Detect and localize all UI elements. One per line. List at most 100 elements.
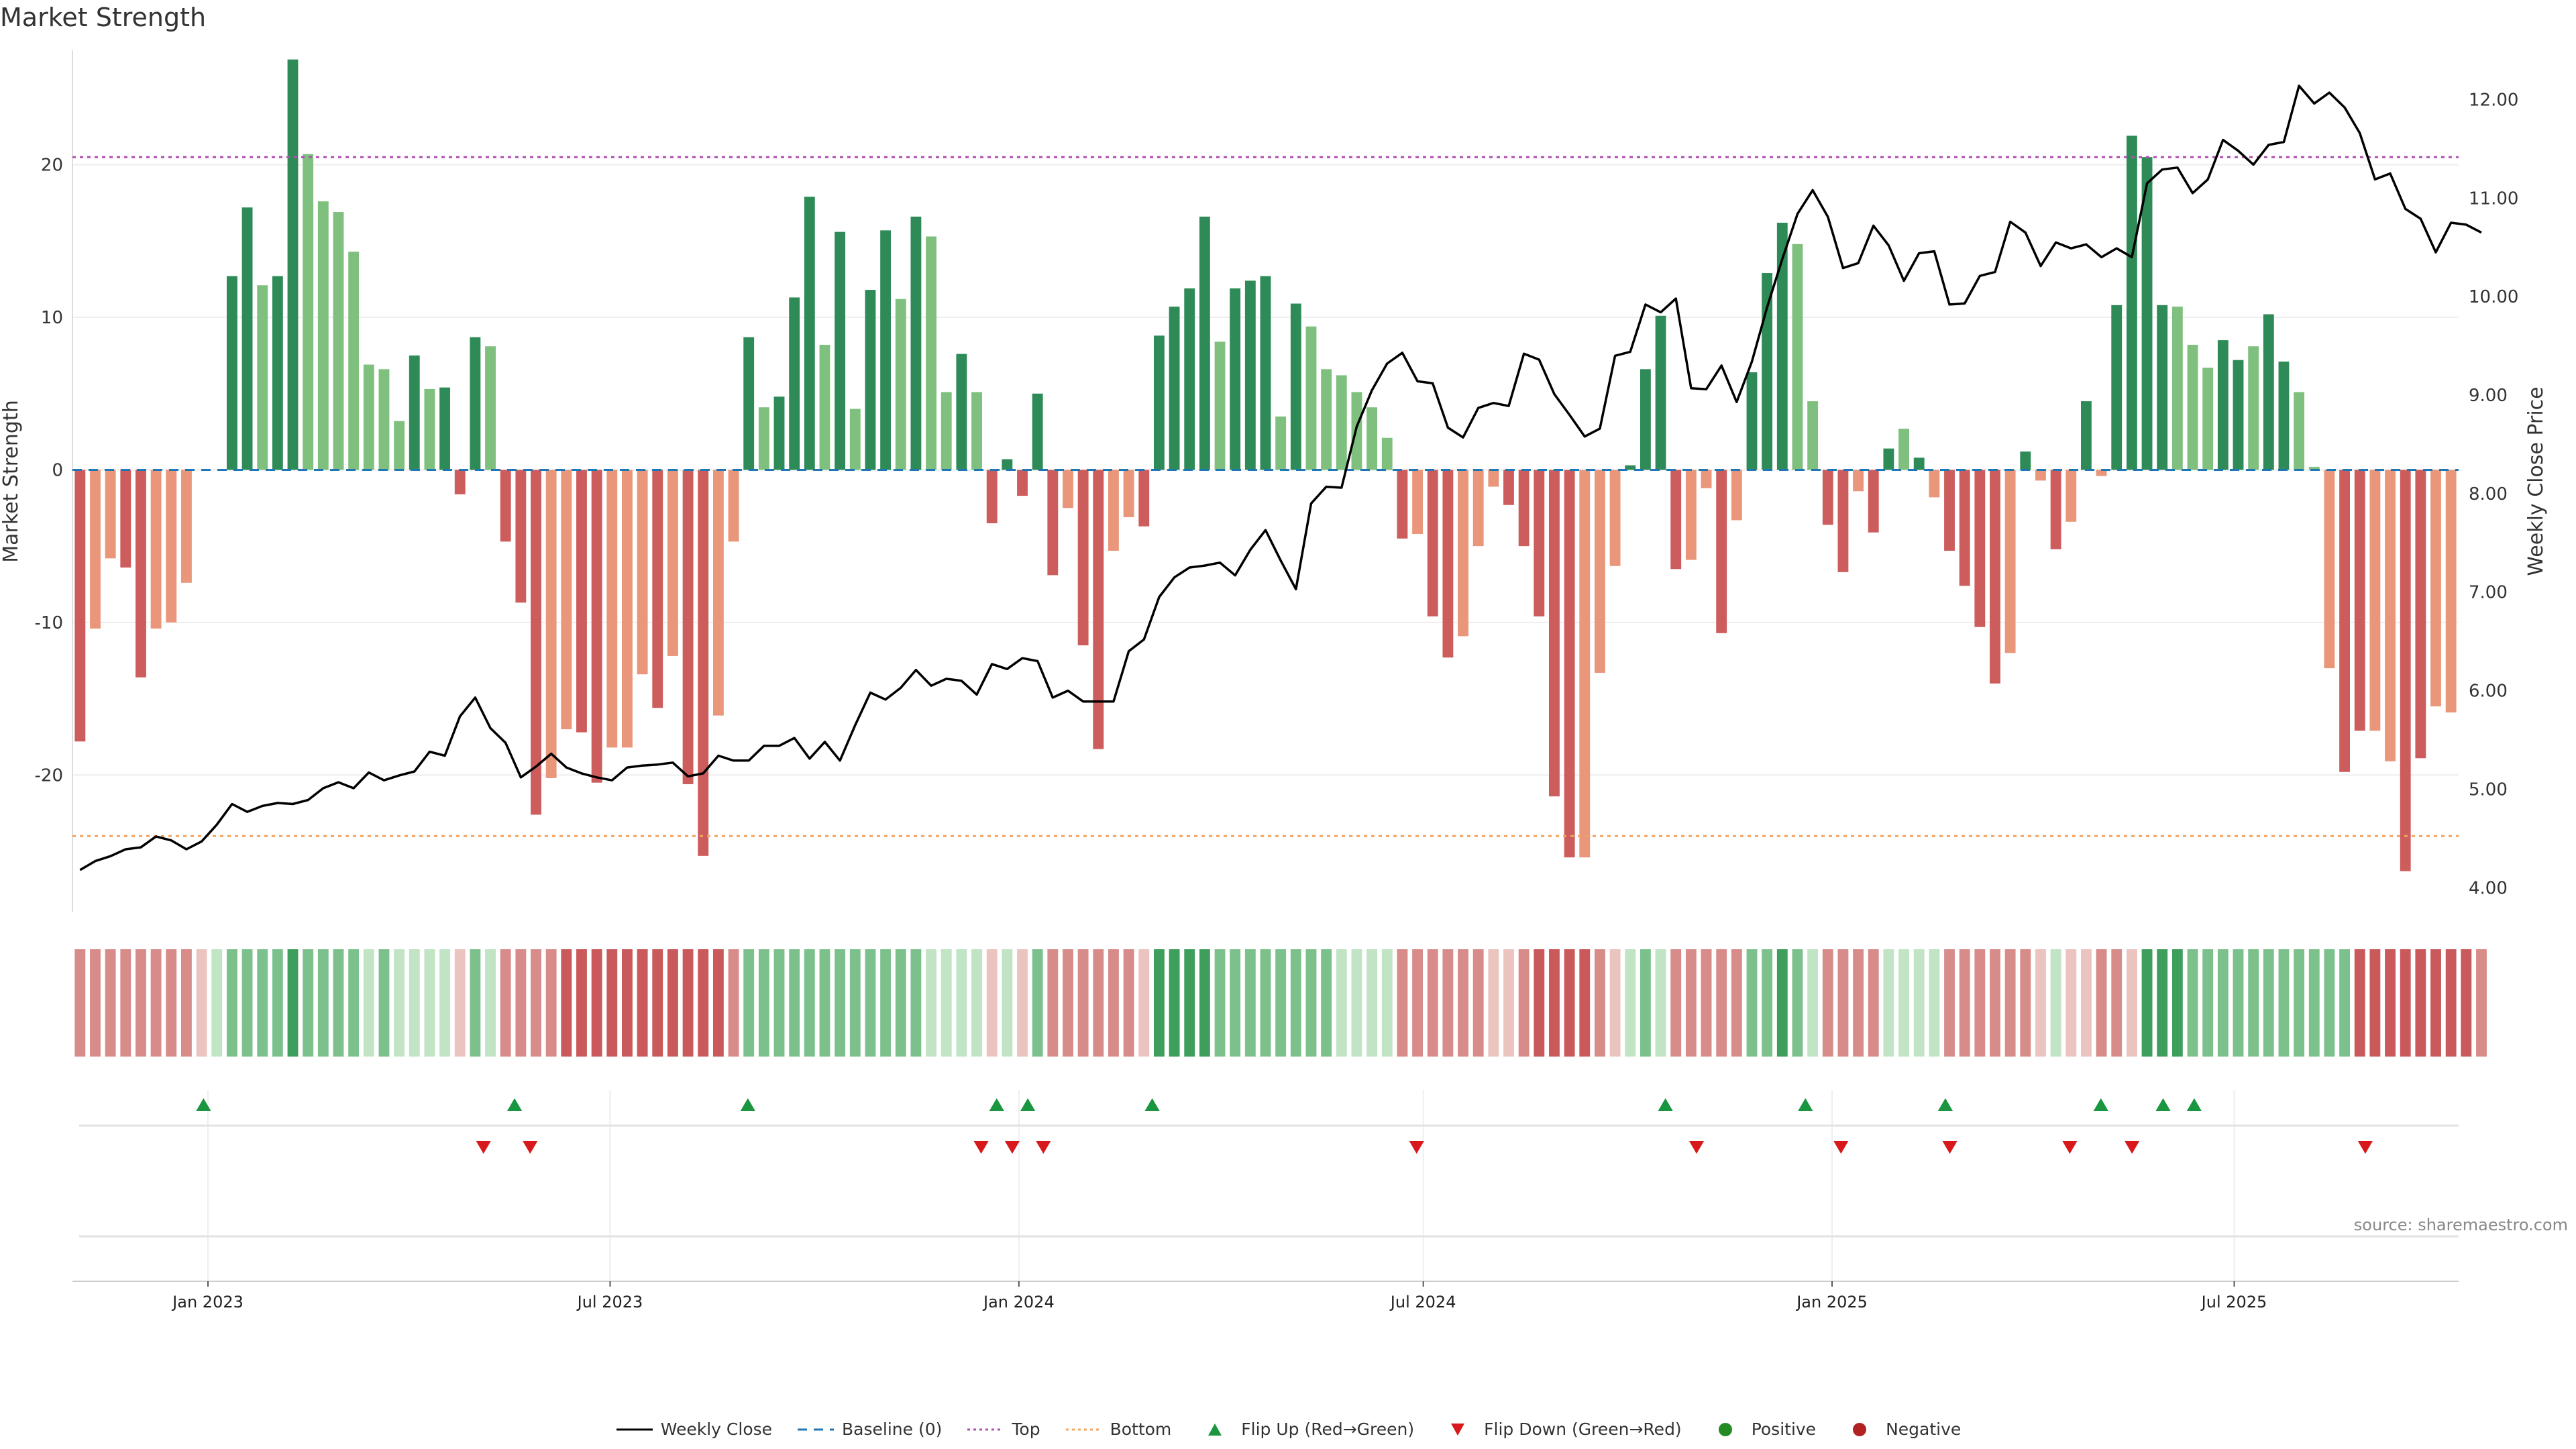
heat-cell — [2354, 949, 2365, 1057]
heat-cell — [333, 949, 344, 1057]
strength-bar — [743, 337, 755, 470]
heat-cell — [591, 949, 602, 1057]
heat-cell — [835, 949, 846, 1057]
strength-bar — [424, 388, 435, 470]
strength-bar — [1746, 372, 1758, 470]
flip-up-marker — [196, 1098, 211, 1111]
legend-item-flip-up: Flip Up (Red→Green) — [1195, 1419, 1414, 1439]
legend-item-negative: Negative — [1840, 1419, 1961, 1439]
heat-cell — [2476, 949, 2487, 1057]
flip-down-marker — [973, 1141, 989, 1154]
strength-bar — [2141, 157, 2153, 470]
strength-bar — [545, 470, 557, 778]
heat-cell — [1898, 949, 1909, 1057]
strength-bar — [1427, 470, 1438, 616]
heat-cell — [409, 949, 420, 1057]
strength-bar — [531, 470, 541, 815]
legend-label: Top — [1012, 1419, 1040, 1439]
heat-cell — [865, 949, 876, 1057]
heat-cell — [1397, 949, 1408, 1057]
strength-bar — [2004, 470, 2016, 653]
heat-cell — [1230, 949, 1241, 1057]
heat-cell — [895, 949, 906, 1057]
strength-bar — [515, 470, 527, 603]
heat-cell — [1321, 949, 1332, 1057]
strength-bar — [485, 346, 496, 470]
heat-cell — [1701, 949, 1712, 1057]
strength-bar — [2294, 392, 2305, 470]
dotted-line-icon — [967, 1428, 1004, 1430]
strength-bar — [1701, 470, 1712, 488]
heat-cell — [1762, 949, 1773, 1057]
dash-line-icon — [798, 1428, 835, 1430]
heat-cell — [2096, 949, 2107, 1057]
heat-cell — [1883, 949, 1894, 1057]
heat-cell — [1564, 949, 1575, 1057]
y2-tick-label: 6.00 — [2469, 682, 2508, 702]
heat-cell — [2415, 949, 2426, 1057]
heat-cell — [545, 949, 557, 1057]
heat-cell — [561, 949, 572, 1057]
legend-item-bottom: Bottom — [1065, 1419, 1171, 1439]
strength-bar — [272, 276, 283, 470]
heat-cell — [424, 949, 435, 1057]
heat-cell — [1472, 949, 1484, 1057]
strength-bar — [2050, 470, 2061, 549]
heat-cell — [1427, 949, 1438, 1057]
flip-down-marker — [2062, 1141, 2078, 1154]
flip-up-marker — [2093, 1098, 2108, 1111]
strength-bar — [2445, 470, 2457, 713]
strength-bar — [561, 470, 572, 730]
strength-bar — [1017, 470, 1028, 496]
strength-bar — [819, 344, 830, 470]
strength-bar — [394, 421, 405, 470]
strength-bar — [1807, 401, 1819, 470]
heat-cell — [241, 949, 253, 1057]
heat-cell — [1093, 949, 1104, 1057]
heat-cell — [287, 949, 299, 1057]
heat-cell — [1534, 949, 1545, 1057]
strength-bar — [1063, 470, 1073, 508]
heat-cell — [2004, 949, 2016, 1057]
strength-bar — [2217, 340, 2229, 470]
heat-cell — [2385, 949, 2396, 1057]
heat-cell — [120, 949, 131, 1057]
legend-label: Positive — [1751, 1419, 1817, 1439]
strength-bar — [2035, 470, 2046, 481]
heat-cell — [849, 949, 861, 1057]
strength-bar — [773, 396, 785, 470]
legend-item-top: Top — [966, 1419, 1040, 1439]
heat-cell — [1822, 949, 1833, 1057]
strength-bar — [926, 236, 936, 470]
heat-cell — [819, 949, 830, 1057]
y-tick-label: -20 — [35, 765, 63, 786]
heat-cell — [576, 949, 587, 1057]
heat-cell — [1913, 949, 1925, 1057]
strength-bar — [1093, 470, 1104, 749]
heat-cell — [1458, 949, 1468, 1057]
strength-bar — [1381, 437, 1393, 470]
y-axis-label: Market Strength — [0, 400, 23, 562]
legend-label: Negative — [1886, 1419, 1962, 1439]
heat-cell — [470, 949, 481, 1057]
heat-cell — [606, 949, 618, 1057]
heat-cell — [1944, 949, 1955, 1057]
flip-down-marker — [1004, 1141, 1020, 1154]
strength-bar — [2248, 346, 2259, 470]
heat-cell — [1214, 949, 1226, 1057]
heat-cell — [1625, 949, 1636, 1057]
x-tick-label: Jul 2023 — [576, 1293, 643, 1311]
heat-cell — [986, 949, 998, 1057]
flip-down-marker — [1833, 1141, 1849, 1154]
strength-bar — [1837, 470, 1849, 572]
heat-cell — [1123, 949, 1134, 1057]
heat-cell — [1868, 949, 1879, 1057]
strength-bar — [758, 407, 769, 470]
strength-bar — [789, 297, 800, 470]
strength-bar — [1138, 470, 1150, 527]
heat-cell — [1685, 949, 1697, 1057]
strength-bar — [1655, 315, 1666, 470]
heat-cell — [1990, 949, 2000, 1057]
heat-cell — [971, 949, 982, 1057]
heat-cell — [1351, 949, 1362, 1057]
